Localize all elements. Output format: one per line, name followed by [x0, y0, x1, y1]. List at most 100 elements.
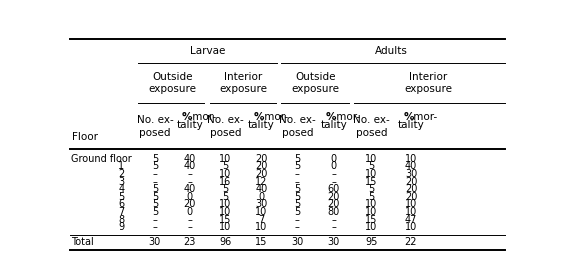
Text: mor-: mor- — [410, 112, 438, 122]
Text: 15: 15 — [255, 237, 268, 247]
Text: 9: 9 — [118, 222, 125, 232]
Text: 10: 10 — [365, 199, 378, 209]
Text: Floor: Floor — [72, 132, 98, 142]
Text: –: – — [295, 222, 300, 232]
Text: 10: 10 — [405, 199, 417, 209]
Text: 5: 5 — [118, 192, 125, 202]
Text: –: – — [295, 215, 300, 225]
Text: 5: 5 — [152, 154, 158, 164]
Text: –: – — [187, 222, 192, 232]
Text: 15: 15 — [365, 215, 378, 225]
Text: 5: 5 — [152, 192, 158, 202]
Text: 40: 40 — [183, 154, 196, 164]
Text: –: – — [187, 177, 192, 187]
Text: 5: 5 — [294, 192, 301, 202]
Text: 10: 10 — [219, 199, 232, 209]
Text: 0: 0 — [187, 207, 193, 217]
Text: –: – — [153, 222, 157, 232]
Text: Adults: Adults — [375, 46, 408, 56]
Text: 30: 30 — [255, 199, 268, 209]
Text: 20: 20 — [255, 162, 268, 171]
Text: 22: 22 — [404, 237, 417, 247]
Text: 20: 20 — [405, 184, 417, 194]
Text: No. ex-
posed: No. ex- posed — [353, 115, 390, 138]
Text: 4: 4 — [118, 184, 125, 194]
Text: –: – — [153, 177, 157, 187]
Text: 5: 5 — [369, 184, 375, 194]
Text: 15: 15 — [365, 177, 378, 187]
Text: 10: 10 — [219, 207, 232, 217]
Text: 5: 5 — [152, 207, 158, 217]
Text: %: % — [182, 112, 192, 122]
Text: No. ex-
posed: No. ex- posed — [279, 115, 316, 138]
Text: 40: 40 — [255, 184, 268, 194]
Text: 10: 10 — [219, 169, 232, 179]
Text: 10: 10 — [405, 207, 417, 217]
Text: 0: 0 — [331, 154, 337, 164]
Text: 40: 40 — [183, 184, 196, 194]
Text: 15: 15 — [219, 215, 232, 225]
Text: 80: 80 — [328, 207, 340, 217]
Text: 6: 6 — [118, 199, 125, 209]
Text: 0: 0 — [331, 162, 337, 171]
Text: –: – — [295, 169, 300, 179]
Text: 5: 5 — [152, 184, 158, 194]
Text: 5: 5 — [294, 199, 301, 209]
Text: 5: 5 — [294, 207, 301, 217]
Text: mor-: mor- — [189, 112, 216, 122]
Text: tality: tality — [320, 120, 347, 130]
Text: –: – — [332, 222, 336, 232]
Text: 96: 96 — [219, 237, 232, 247]
Text: 7: 7 — [258, 215, 265, 225]
Text: 0: 0 — [187, 192, 193, 202]
Text: –: – — [153, 169, 157, 179]
Text: No. ex-
posed: No. ex- posed — [136, 115, 173, 138]
Text: 10: 10 — [365, 207, 378, 217]
Text: 20: 20 — [255, 154, 268, 164]
Text: 40: 40 — [183, 162, 196, 171]
Text: tality: tality — [176, 120, 203, 130]
Text: tality: tality — [248, 120, 275, 130]
Text: %: % — [254, 112, 264, 122]
Text: mor-: mor- — [333, 112, 360, 122]
Text: 5: 5 — [222, 192, 229, 202]
Text: 5: 5 — [222, 184, 229, 194]
Text: 10: 10 — [365, 169, 378, 179]
Text: 10: 10 — [219, 222, 232, 232]
Text: 30: 30 — [405, 169, 417, 179]
Text: %: % — [403, 112, 413, 122]
Text: 0: 0 — [259, 192, 264, 202]
Text: 95: 95 — [365, 237, 378, 247]
Text: 7: 7 — [118, 207, 125, 217]
Text: 20: 20 — [255, 169, 268, 179]
Text: 12: 12 — [255, 177, 268, 187]
Text: mor-: mor- — [260, 112, 288, 122]
Text: –: – — [187, 169, 192, 179]
Text: 16: 16 — [219, 177, 232, 187]
Text: 10: 10 — [365, 154, 378, 164]
Text: 5: 5 — [294, 162, 301, 171]
Text: 8: 8 — [118, 215, 125, 225]
Text: 60: 60 — [328, 184, 340, 194]
Text: 10: 10 — [219, 154, 232, 164]
Text: 30: 30 — [328, 237, 340, 247]
Text: 10: 10 — [405, 154, 417, 164]
Text: Interior
exposure: Interior exposure — [219, 72, 267, 94]
Text: 20: 20 — [328, 199, 340, 209]
Text: Interior
exposure: Interior exposure — [404, 72, 452, 94]
Text: –: – — [295, 177, 300, 187]
Text: 1: 1 — [118, 162, 125, 171]
Text: 23: 23 — [183, 237, 196, 247]
Text: 3: 3 — [118, 177, 125, 187]
Text: 20: 20 — [183, 199, 196, 209]
Text: 5: 5 — [294, 154, 301, 164]
Text: No. ex-
posed: No. ex- posed — [207, 115, 244, 138]
Text: –: – — [332, 215, 336, 225]
Text: 30: 30 — [149, 237, 161, 247]
Text: Outside
exposure: Outside exposure — [291, 72, 339, 94]
Text: –: – — [153, 215, 157, 225]
Text: –: – — [332, 177, 336, 187]
Text: 20: 20 — [405, 192, 417, 202]
Text: 5: 5 — [152, 162, 158, 171]
Text: Total: Total — [71, 237, 94, 247]
